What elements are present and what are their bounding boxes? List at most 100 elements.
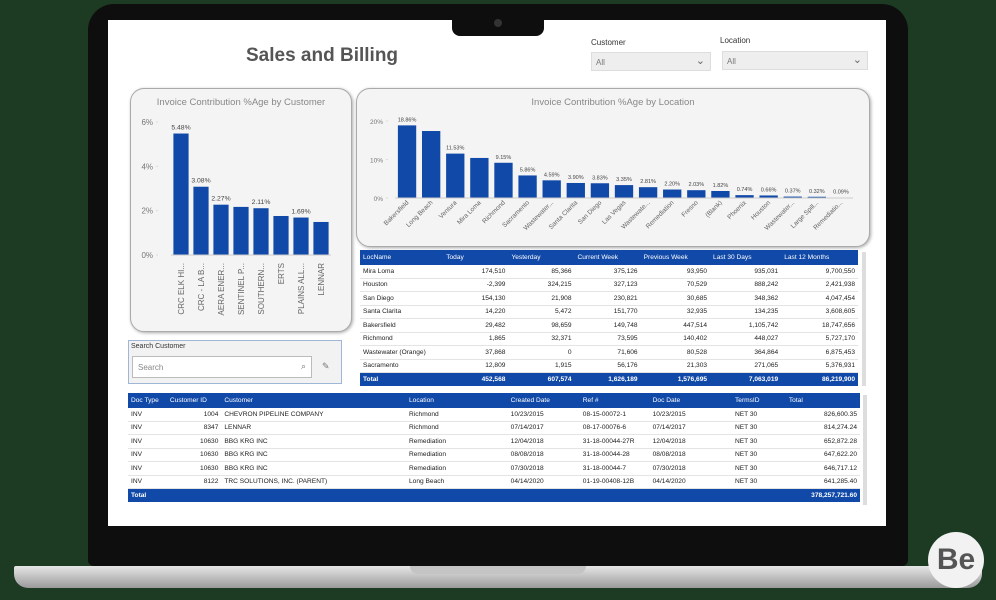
invoice-table: Doc Type Customer ID Customer Location Creat… xyxy=(128,393,860,502)
y-tick-label: 4% xyxy=(141,162,153,171)
total-cell: 1,626,189 xyxy=(574,372,641,386)
search-icon: ⌕ xyxy=(301,361,307,371)
table-cell: 641,285.40 xyxy=(785,475,860,489)
table-cell: Sacramento xyxy=(360,359,444,373)
table-cell: 01-19-00408-12B xyxy=(579,475,650,489)
table-cell: NET 30 xyxy=(731,448,786,462)
table-cell: 447,514 xyxy=(640,318,711,333)
table-cell: INV xyxy=(128,421,167,435)
table-row: INV 10630 BBG KRG INC Remediation 07/30/2018… xyxy=(128,461,860,476)
total-cell xyxy=(507,488,580,502)
table-row: Richmond 1,865 32,371 73,595 140,402 448,027 5… xyxy=(360,332,858,346)
total-cell: 7,063,019 xyxy=(710,372,782,386)
bar xyxy=(518,175,537,198)
bar xyxy=(233,206,249,255)
table-cell: 3,608,605 xyxy=(781,305,858,319)
table-cell: INV xyxy=(128,475,167,489)
data-label: 3.08% xyxy=(191,178,210,185)
bar xyxy=(735,195,754,198)
chart-title: Invoice Contribution %Age by Customer xyxy=(157,97,325,108)
search-input[interactable]: Search xyxy=(132,356,312,378)
table-cell: 71,606 xyxy=(574,345,641,360)
table-cell: 12/04/2018 xyxy=(649,434,732,449)
total-cell xyxy=(649,488,732,502)
table-cell: 32,935 xyxy=(640,305,711,319)
table-cell: 8122 xyxy=(166,475,222,489)
table-cell: NET 30 xyxy=(731,421,786,435)
eraser-icon[interactable]: ✎ xyxy=(322,361,330,371)
column-header: Created Date xyxy=(507,393,580,408)
camera-notch xyxy=(452,14,544,36)
data-label: 3.35% xyxy=(616,177,632,183)
table-cell: 04/14/2020 xyxy=(507,475,580,489)
camera xyxy=(494,19,502,27)
bar xyxy=(273,215,289,255)
scrollbar[interactable] xyxy=(863,395,867,505)
table-cell: 8347 xyxy=(166,421,222,435)
column-header: Yesterday xyxy=(508,250,575,265)
location-dropdown[interactable]: All xyxy=(722,51,868,70)
bar xyxy=(542,180,561,198)
total-row: Total 378,257,721.60 xyxy=(128,488,860,502)
column-header: Customer ID xyxy=(166,393,222,408)
table-cell: 14,220 xyxy=(443,305,509,319)
table-cell: NET 30 xyxy=(731,408,786,422)
scrollbar[interactable] xyxy=(862,252,866,386)
table-cell: 73,595 xyxy=(574,332,641,346)
filter-label: Location xyxy=(720,36,751,45)
logo: Be xyxy=(928,532,984,588)
table-cell: 2,421,938 xyxy=(781,278,858,292)
column-header: Total xyxy=(785,393,860,408)
total-cell: 1,576,695 xyxy=(640,372,711,386)
data-label: 4.59% xyxy=(544,172,560,178)
table-cell: NET 30 xyxy=(731,434,786,449)
bar xyxy=(173,133,189,255)
table-cell: Wastewater (Orange) xyxy=(360,345,444,360)
table-cell: 08/08/2018 xyxy=(507,448,580,462)
column-header: Ref # xyxy=(579,393,650,408)
total-cell xyxy=(406,488,508,502)
data-label: 2.03% xyxy=(688,182,704,188)
table-cell: 646,717.12 xyxy=(785,461,860,476)
x-tick-label: Mira Loma xyxy=(456,199,483,226)
bar xyxy=(213,204,229,255)
table-cell: 140,402 xyxy=(640,332,711,346)
table-cell: 327,123 xyxy=(574,278,641,292)
table-cell: 154,130 xyxy=(443,291,509,306)
table-cell: 21,908 xyxy=(508,291,575,306)
table-cell: 29,482 xyxy=(443,318,509,333)
table-cell: 08/08/2018 xyxy=(649,448,732,462)
table-cell: TRC SOLUTIONS, INC. (PARENT) xyxy=(221,475,406,489)
table-row: Wastewater (Orange) 37,868 0 71,606 80,528 36… xyxy=(360,345,858,360)
location-table: LocName Today Yesterday Current Week Previou… xyxy=(360,250,858,386)
total-cell: 607,574 xyxy=(508,372,575,386)
data-label: 9.15% xyxy=(496,155,512,161)
table-row: INV 8347 LENNAR Richmond 07/14/2017 08-17-000… xyxy=(128,421,860,435)
table-cell: 98,659 xyxy=(508,318,575,333)
x-tick-label: SENTINEL P... xyxy=(237,263,246,315)
table-cell: 10630 xyxy=(166,448,222,462)
data-label: 3.90% xyxy=(568,175,584,181)
table-cell: 10630 xyxy=(166,434,222,449)
chart-title: Invoice Contribution %Age by Location xyxy=(531,97,694,108)
table-cell: 18,747,656 xyxy=(781,318,858,333)
data-label: 0.37% xyxy=(785,189,801,195)
table-cell: 151,770 xyxy=(574,305,641,319)
bar xyxy=(313,221,329,255)
table-cell: 1,915 xyxy=(508,359,575,373)
table-cell: BBG KRG INC xyxy=(221,461,406,476)
total-cell xyxy=(731,488,786,502)
x-tick-label: San Diego xyxy=(577,199,604,226)
table-row: INV 10630 BBG KRG INC Remediation 08/08/2018… xyxy=(128,448,860,462)
total-cell xyxy=(579,488,650,502)
total-cell: 378,257,721.60 xyxy=(785,488,860,502)
total-cell: 452,568 xyxy=(443,372,509,386)
table-cell: Bakersfield xyxy=(360,318,444,333)
dashboard-title: Sales and Billing xyxy=(246,45,399,66)
table-cell: 375,126 xyxy=(574,265,641,279)
table-cell: INV xyxy=(128,408,167,422)
bar xyxy=(494,162,513,198)
total-cell xyxy=(166,488,222,502)
table-cell: 07/30/2018 xyxy=(649,461,732,476)
customer-dropdown[interactable]: All xyxy=(591,52,711,71)
